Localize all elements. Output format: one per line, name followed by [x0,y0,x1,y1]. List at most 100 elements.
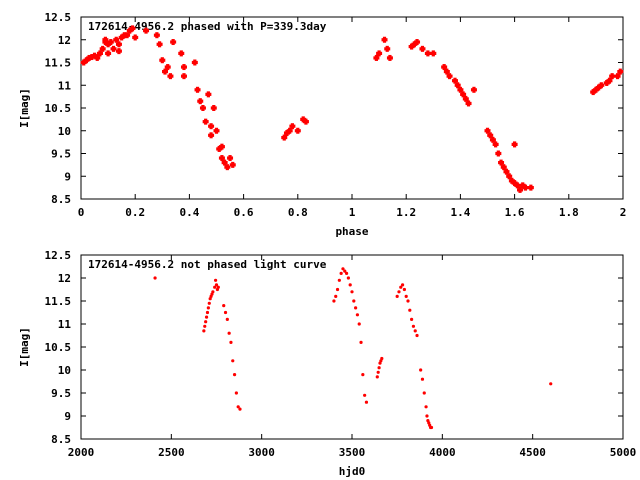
data-point [143,27,150,34]
data-point [216,285,220,289]
y-tick-label: 10 [58,364,71,377]
data-point [126,27,133,34]
x-tick-label: 3000 [248,446,275,459]
data-point [115,41,122,48]
data-point [346,276,350,280]
data-point [203,324,207,328]
y-tick-label: 9.5 [51,387,71,400]
x-tick-label: 4500 [519,446,546,459]
data-point [508,177,515,184]
x-tick-label: 1.4 [450,206,470,219]
data-point [377,366,381,370]
data-point [511,141,518,148]
data-point [419,45,426,52]
data-point [115,48,122,55]
y-tick-label: 12.5 [45,11,72,24]
data-point [373,54,380,61]
data-point [218,155,225,162]
x-tick-label: 3500 [339,446,366,459]
data-point [381,36,388,43]
data-point [406,299,410,303]
data-point [221,159,228,166]
data-point [614,73,621,80]
data-point [129,25,136,32]
data-point [207,301,211,305]
data-point [598,82,605,89]
phased-light-curve-panel: 0 0.2 0.4 0.6 0.8 1 1.2 1.4 1.6 1.8 2 8.5 9 9.5 10 10.5… [18,11,626,238]
data-point [359,340,363,344]
data-point [208,132,215,139]
x-tick-label: 0.8 [288,206,308,219]
y-tick-label: 8.5 [51,433,71,446]
data-point [180,64,187,71]
data-point [159,57,166,64]
y-tick-label: 9 [64,410,71,423]
y-tick-label: 9.5 [51,148,71,161]
y-tick-label: 11.5 [45,295,72,308]
data-point [352,299,356,303]
x-tick-label: 0.4 [179,206,199,219]
data-point [408,308,412,312]
data-point [590,89,597,96]
plot-title: 172614-4956.2 not phased light curve [88,258,327,271]
data-point [415,333,419,338]
data-point [191,59,198,66]
data-point [465,100,472,107]
data-point [213,285,217,289]
data-point [363,393,367,397]
data-point [492,141,499,148]
data-point [80,59,87,66]
x-tick-label: 1.6 [505,206,525,219]
data-point [424,50,431,57]
y-axis-label: I[mag] [18,88,31,128]
data-point [498,159,505,166]
data-point [334,294,338,298]
data-point [202,329,206,333]
data-point [208,123,215,130]
data-point [210,105,217,111]
data-point [153,32,160,39]
data-point [102,36,109,43]
data-point [592,86,599,93]
data-point [167,73,174,80]
data-point [457,86,464,93]
y-tick-label: 12 [58,34,71,47]
data-point [118,34,125,41]
data-point [300,116,307,123]
data-point [357,322,361,326]
data-point [355,313,360,317]
data-point [234,391,238,395]
data-point [376,50,383,57]
x-tick-label: 2000 [68,446,95,459]
data-point [224,164,231,171]
x-tick-label: 0 [78,206,85,219]
data-point [411,41,418,48]
data-point [527,184,534,191]
data-point [549,382,553,386]
data-point [500,164,507,171]
y-tick-label: 10 [58,125,71,138]
x-axis-label: hjd0 [339,465,366,478]
data-point [213,278,218,282]
x-tick-label: 1 [349,206,356,219]
y-tick-label: 12 [58,272,71,285]
data-point [227,331,231,335]
data-point [332,299,336,303]
x-tick-label: 2 [620,206,627,219]
data-point [484,127,491,134]
data-point [514,182,521,189]
data-point [229,340,233,344]
data-point [289,123,296,130]
data-point [460,91,467,98]
data-point [609,73,616,80]
data-point [91,52,98,59]
data-point [225,317,229,321]
x-tick-label: 1.8 [559,206,579,219]
data-point [519,182,526,189]
data-point [462,95,469,102]
plot-title: 172614-4956.2 phased with P=339.3day [88,20,327,33]
data-point [238,407,242,411]
data-point [422,391,426,395]
data-point [603,79,610,86]
